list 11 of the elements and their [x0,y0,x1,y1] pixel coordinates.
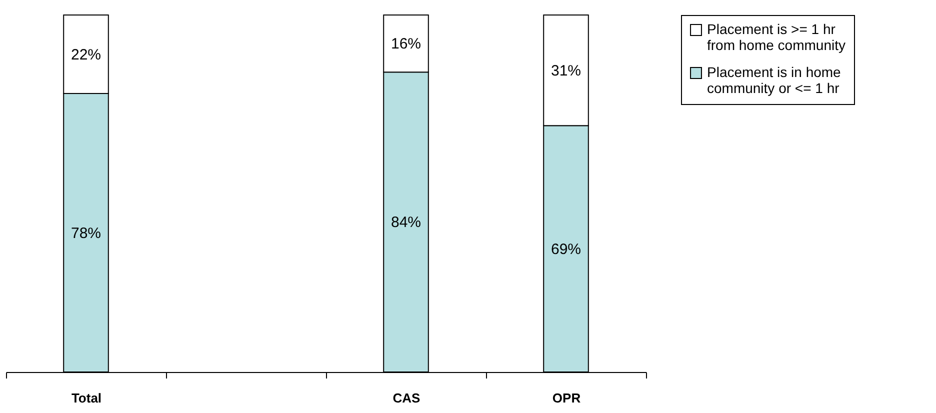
x-tick-label: CAS [392,390,421,406]
x-tick-label: Total [71,390,102,406]
data-label: 31% [550,62,582,80]
data-label: 84% [390,214,422,232]
legend-label: Placement is in home community or <= 1 hr [707,64,842,96]
data-label: 69% [550,240,582,258]
data-label: 78% [70,224,102,242]
legend-label: Placement is >= 1 hr from home community [707,21,846,53]
data-label: 16% [390,36,422,53]
data-label: 22% [70,46,102,64]
x-tick-label: OPR [552,390,582,406]
